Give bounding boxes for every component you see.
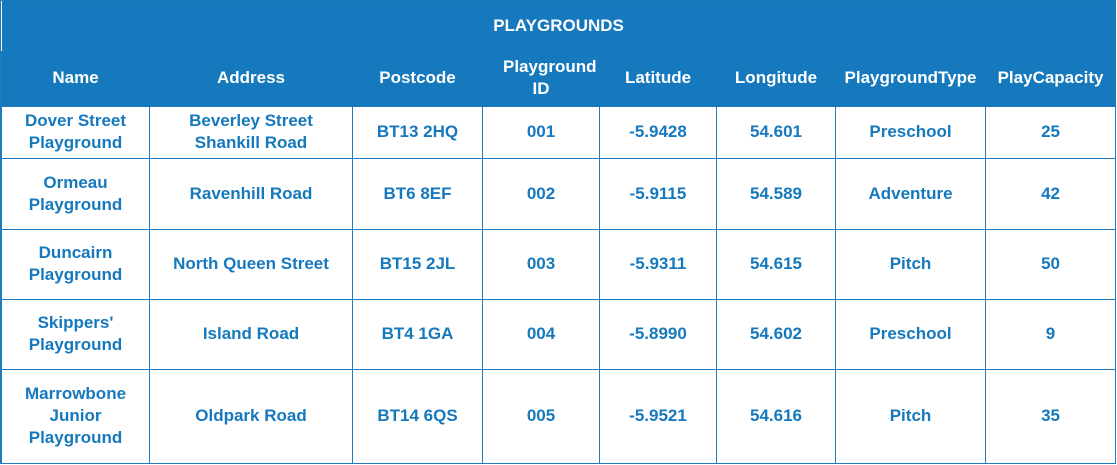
cell-longitude: 54.601 xyxy=(716,105,836,159)
cell-name: Skippers' Playground xyxy=(1,298,150,370)
cell-playground-type: Pitch xyxy=(835,228,986,300)
cell-playground-id: 003 xyxy=(482,228,600,300)
cell-playground-type: Pitch xyxy=(835,368,986,464)
cell-longitude: 54.589 xyxy=(716,157,836,230)
cell-name: Marrowbone Junior Playground xyxy=(1,368,150,464)
cell-postcode: BT15 2JL xyxy=(352,228,483,300)
cell-latitude: -5.9521 xyxy=(599,368,717,464)
cell-play-capacity: 50 xyxy=(984,228,1117,300)
column-header-address: Address xyxy=(149,51,353,106)
cell-latitude: -5.9115 xyxy=(599,157,717,230)
cell-postcode: BT4 1GA xyxy=(352,298,483,370)
cell-name: Ormeau Playground xyxy=(1,157,150,230)
cell-play-capacity: 35 xyxy=(984,368,1117,464)
column-header-play-capacity: PlayCapacity xyxy=(984,51,1117,106)
cell-playground-type: Preschool xyxy=(835,298,986,370)
cell-latitude: -5.8990 xyxy=(599,298,717,370)
table-row: Dover Street Playground Beverley Street … xyxy=(1,105,1117,159)
cell-play-capacity: 9 xyxy=(984,298,1117,370)
cell-playground-id: 004 xyxy=(482,298,600,370)
table-row: Duncairn Playground North Queen Street B… xyxy=(1,228,1117,300)
cell-postcode: BT13 2HQ xyxy=(352,105,483,159)
cell-playground-id: 002 xyxy=(482,157,600,230)
table-row: Skippers' Playground Island Road BT4 1GA… xyxy=(1,298,1117,370)
cell-longitude: 54.602 xyxy=(716,298,836,370)
column-header-name: Name xyxy=(1,51,150,106)
cell-address: Beverley Street Shankill Road xyxy=(149,105,353,159)
cell-latitude: -5.9311 xyxy=(599,228,717,300)
table-row: Ormeau Playground Ravenhill Road BT6 8EF… xyxy=(1,157,1117,230)
cell-address: Oldpark Road xyxy=(149,368,353,464)
cell-address: Island Road xyxy=(149,298,353,370)
cell-latitude: -5.9428 xyxy=(599,105,717,159)
cell-playground-type: Preschool xyxy=(835,105,986,159)
table-row: Marrowbone Junior Playground Oldpark Roa… xyxy=(1,368,1117,464)
title-row: PLAYGROUNDS xyxy=(1,1,1116,51)
cell-postcode: BT14 6QS xyxy=(352,368,483,464)
column-header-postcode: Postcode xyxy=(352,51,483,106)
cell-playground-id: 005 xyxy=(482,368,600,464)
column-header-playground-id: Playground ID xyxy=(482,51,600,106)
cell-playground-id: 001 xyxy=(482,105,600,159)
cell-address: Ravenhill Road xyxy=(149,157,353,230)
cell-longitude: 54.615 xyxy=(716,228,836,300)
header-row: Name Address Postcode Playground ID Lati… xyxy=(1,51,1117,106)
column-header-playground-type: PlaygroundType xyxy=(835,51,986,106)
table-title: PLAYGROUNDS xyxy=(1,1,1116,51)
cell-playground-type: Adventure xyxy=(835,157,986,230)
cell-postcode: BT6 8EF xyxy=(352,157,483,230)
column-header-longitude: Longitude xyxy=(716,51,836,106)
column-header-latitude: Latitude xyxy=(599,51,717,106)
cell-play-capacity: 42 xyxy=(984,157,1117,230)
cell-address: North Queen Street xyxy=(149,228,353,300)
cell-longitude: 54.616 xyxy=(716,368,836,464)
cell-name: Dover Street Playground xyxy=(1,105,150,159)
cell-name: Duncairn Playground xyxy=(1,228,150,300)
cell-play-capacity: 25 xyxy=(984,105,1117,159)
